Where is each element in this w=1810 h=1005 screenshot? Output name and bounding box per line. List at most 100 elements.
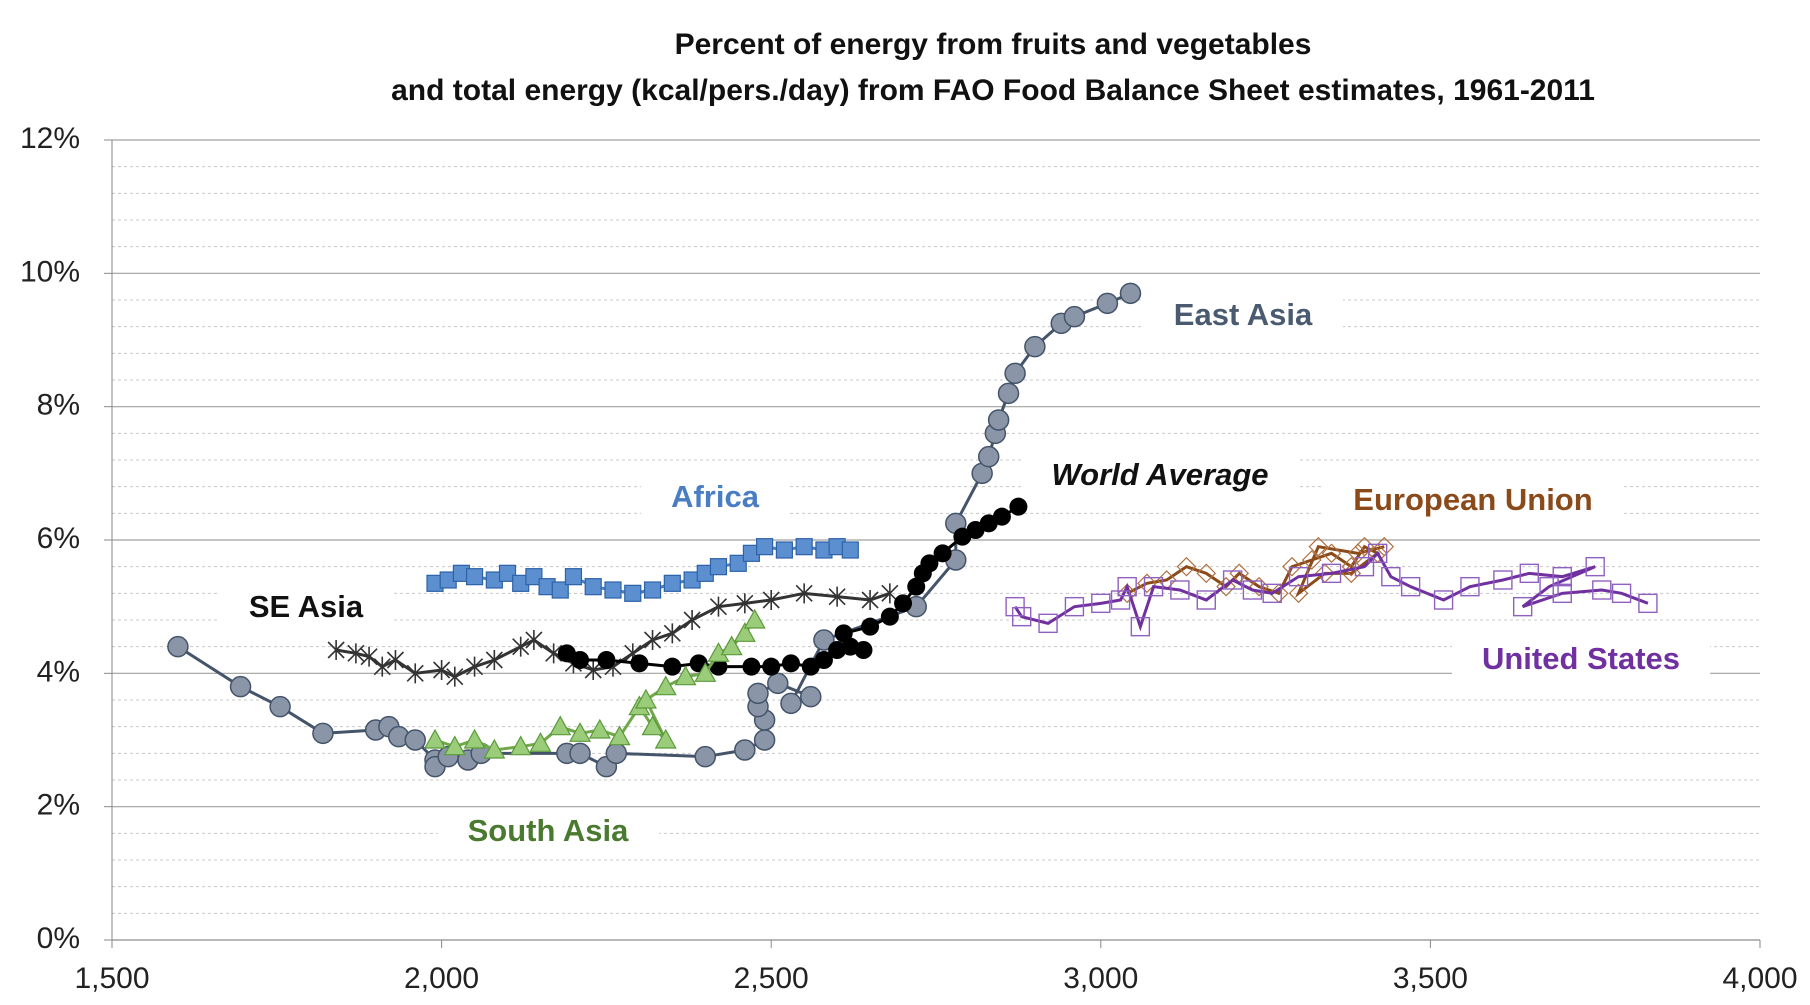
marker <box>1170 580 1190 600</box>
y-tick-label: 6% <box>37 522 80 555</box>
marker <box>1288 583 1309 604</box>
marker <box>608 725 631 746</box>
x-tick-label: 1,500 <box>74 962 149 995</box>
marker <box>1130 616 1151 637</box>
marker <box>1585 556 1605 577</box>
marker <box>545 643 563 664</box>
x-tick-label: 2,500 <box>734 962 809 995</box>
y-tick-label: 2% <box>37 789 80 822</box>
marker <box>1176 556 1197 577</box>
marker <box>1096 292 1119 315</box>
y-tick-label: 8% <box>37 389 80 422</box>
marker <box>1119 282 1142 305</box>
marker <box>1091 593 1111 614</box>
marker <box>1354 556 1375 577</box>
marker <box>1242 580 1263 600</box>
marker <box>894 594 913 613</box>
marker <box>525 568 543 586</box>
marker <box>498 564 517 582</box>
marker <box>1638 593 1658 614</box>
marker <box>1552 583 1572 604</box>
x-tick-label: 2,000 <box>404 962 479 995</box>
marker <box>1611 583 1632 604</box>
marker <box>386 650 405 670</box>
marker <box>630 654 649 673</box>
marker <box>1005 596 1025 617</box>
marker <box>756 538 774 556</box>
series-label: United States <box>1482 641 1680 676</box>
marker <box>813 629 835 651</box>
marker <box>433 660 451 680</box>
marker <box>828 586 846 607</box>
marker <box>1460 576 1480 597</box>
marker <box>643 630 662 650</box>
y-tick-label: 10% <box>20 255 80 288</box>
marker <box>525 630 543 650</box>
marker <box>347 643 365 664</box>
marker <box>483 738 506 759</box>
marker <box>1348 543 1368 564</box>
series-label: South Asia <box>468 813 630 848</box>
chart-title: and total energy (kcal/pers./day) from F… <box>391 74 1595 107</box>
marker <box>485 650 503 670</box>
marker <box>605 742 628 765</box>
marker <box>360 646 378 667</box>
marker <box>694 662 717 682</box>
marker <box>880 607 899 626</box>
marker <box>795 538 813 556</box>
marker <box>987 409 1010 431</box>
y-tick-label: 4% <box>37 655 80 688</box>
marker <box>512 636 530 657</box>
marker <box>1117 576 1137 597</box>
marker <box>709 596 728 617</box>
marker <box>992 507 1011 526</box>
x-tick-label: 4,000 <box>1722 962 1797 995</box>
marker <box>1367 543 1388 564</box>
marker <box>167 635 189 658</box>
marker <box>551 581 569 599</box>
marker <box>907 577 926 596</box>
marker <box>529 732 552 752</box>
label-background <box>1323 478 1623 522</box>
marker <box>404 729 426 751</box>
x-tick-label: 3,000 <box>1063 962 1138 995</box>
marker <box>736 593 754 614</box>
marker <box>373 656 391 677</box>
marker <box>775 541 793 559</box>
label-background <box>641 475 790 519</box>
marker <box>327 640 345 660</box>
series <box>1005 543 1658 637</box>
marker <box>1539 576 1559 597</box>
marker <box>1381 566 1401 587</box>
marker <box>1064 596 1085 617</box>
label-background <box>218 585 394 629</box>
marker <box>1038 613 1058 634</box>
marker <box>733 622 756 642</box>
marker <box>624 584 642 602</box>
marker <box>663 657 682 676</box>
marker <box>841 541 859 559</box>
marker <box>762 590 780 610</box>
marker <box>269 695 291 718</box>
marker <box>549 715 572 736</box>
marker <box>834 624 853 643</box>
marker <box>446 666 464 687</box>
marker <box>1341 556 1362 577</box>
label-background <box>1021 453 1299 497</box>
marker <box>1011 606 1032 627</box>
x-tick-label: 3,500 <box>1393 962 1468 995</box>
marker <box>683 610 701 630</box>
marker <box>654 675 677 696</box>
marker <box>663 623 681 644</box>
y-tick-label: 12% <box>20 122 80 155</box>
marker <box>734 739 756 761</box>
marker <box>1004 362 1026 385</box>
marker <box>1196 590 1216 610</box>
marker <box>406 663 424 684</box>
marker <box>643 581 662 599</box>
marker <box>584 660 602 680</box>
label-background <box>1451 637 1711 681</box>
marker <box>920 554 939 573</box>
marker <box>465 568 484 586</box>
